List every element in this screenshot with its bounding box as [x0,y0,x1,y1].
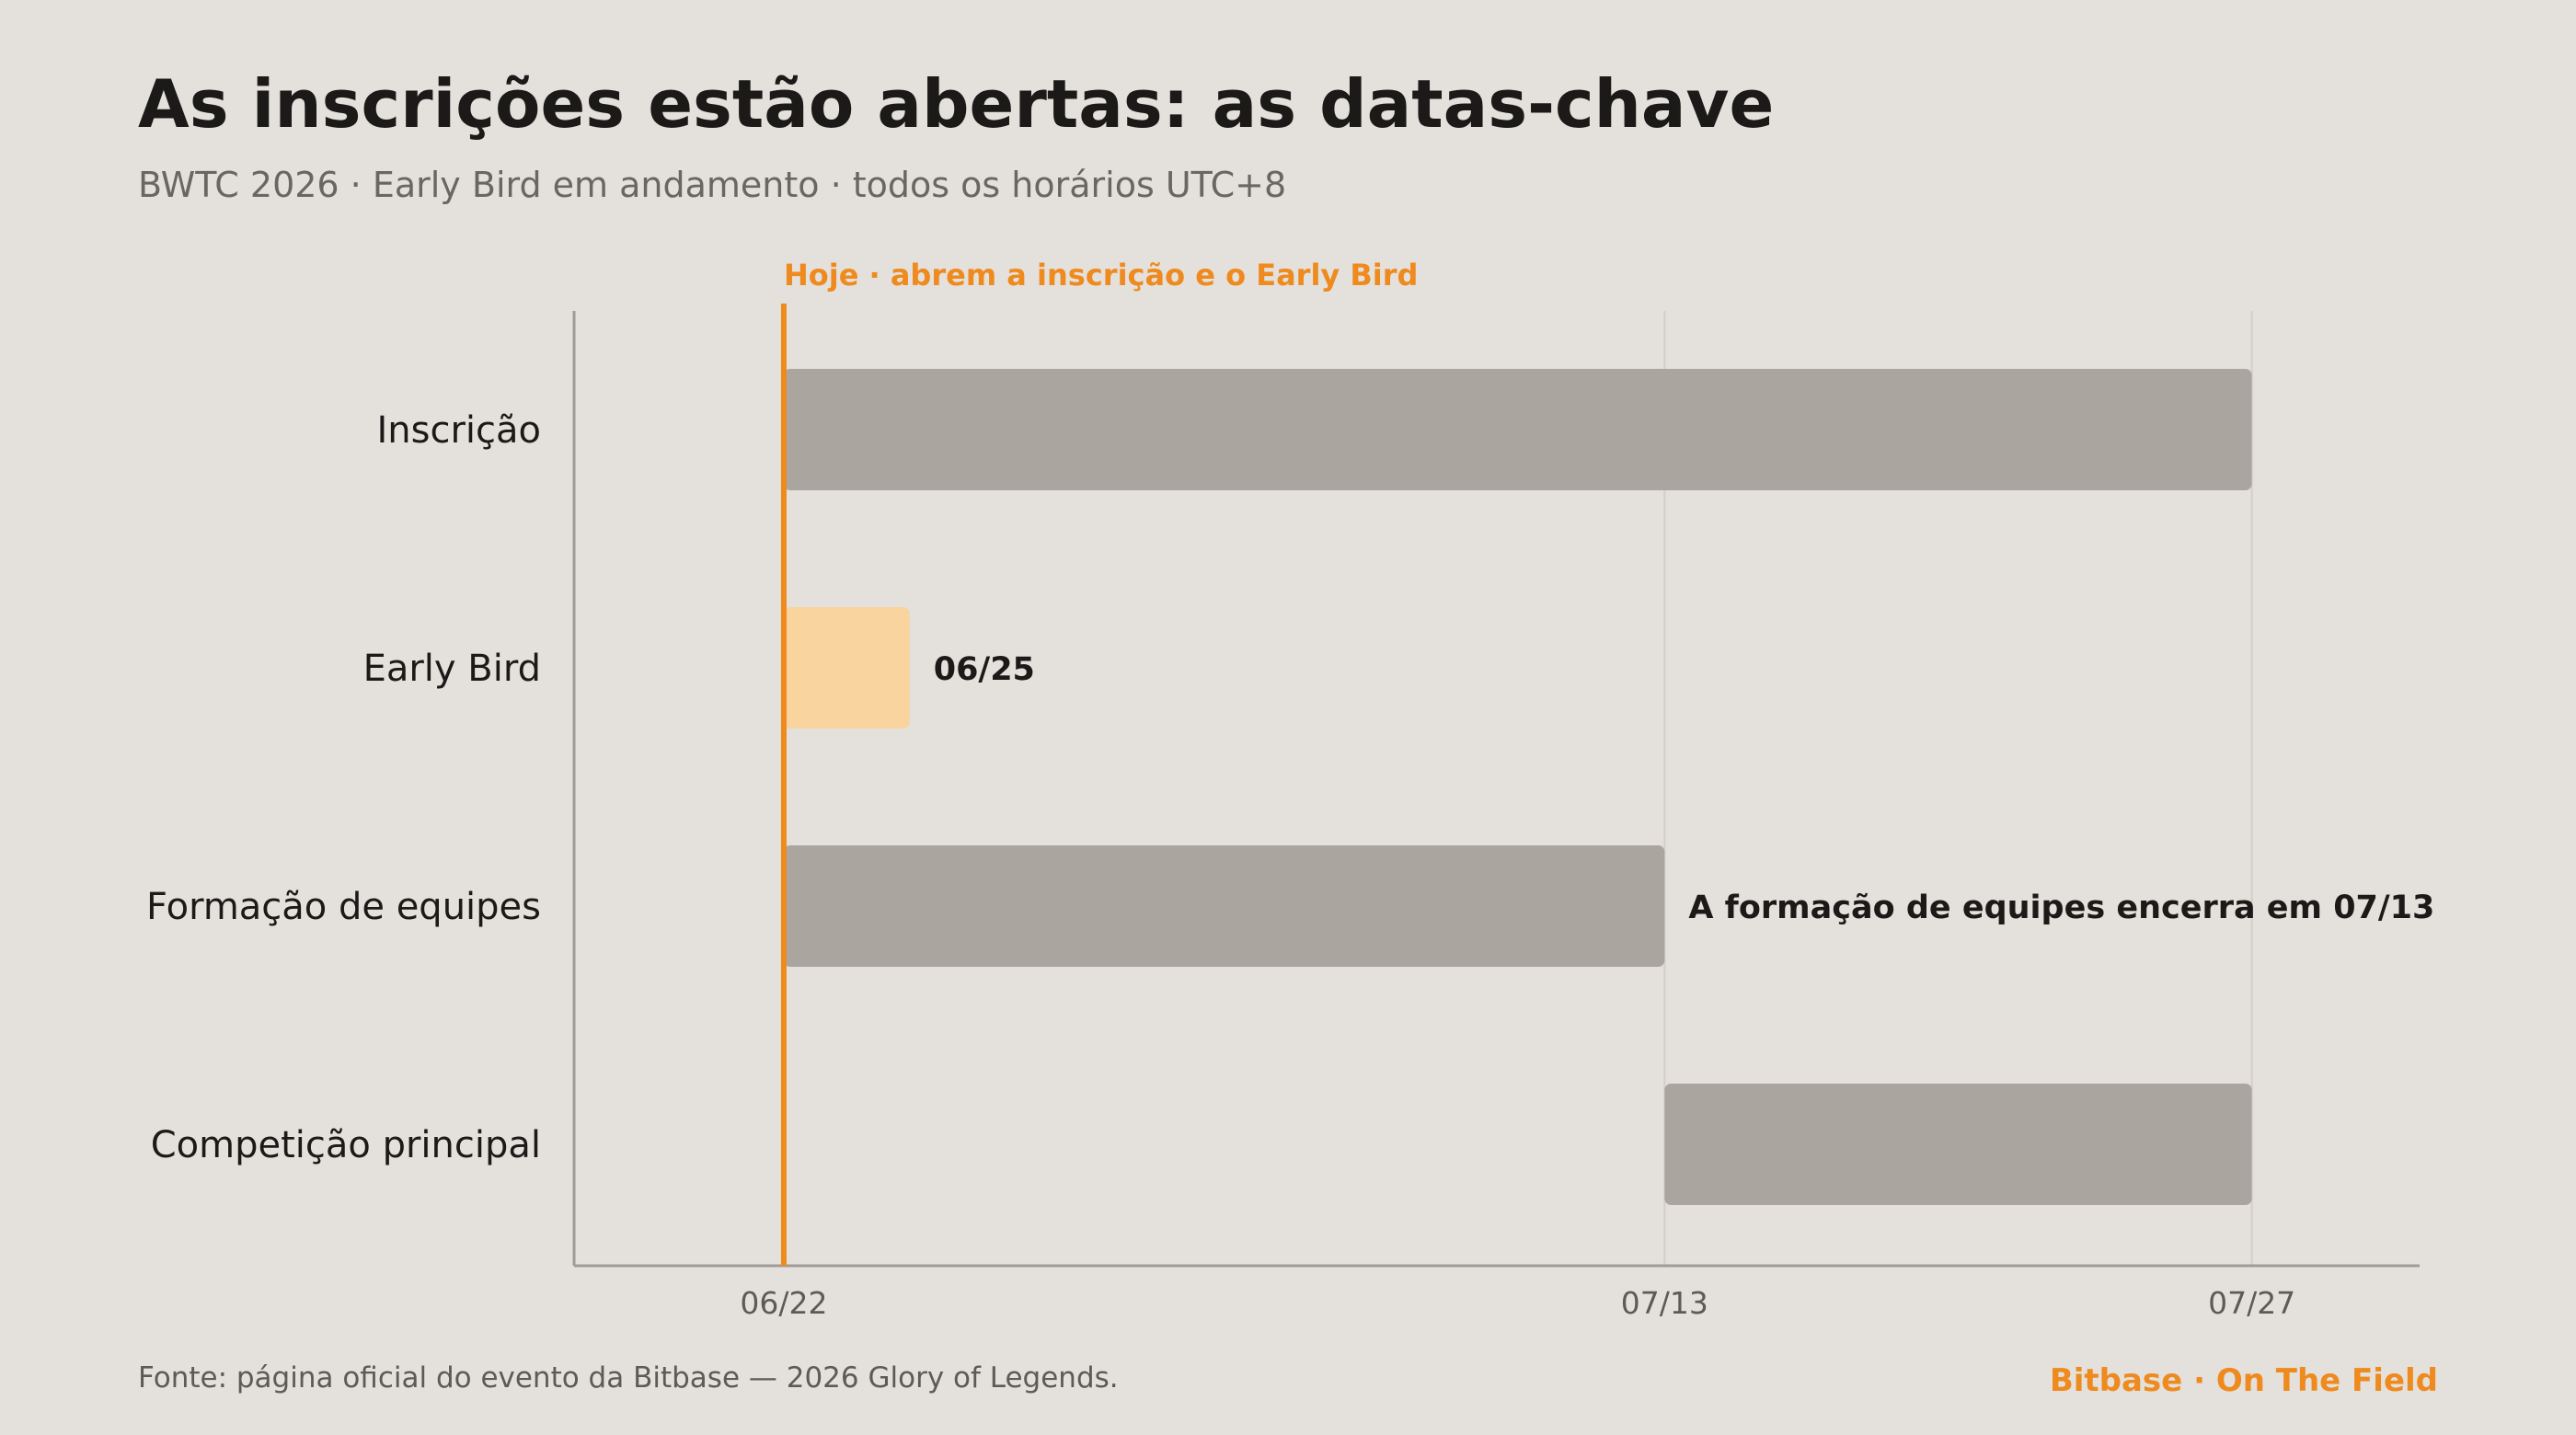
x-tick-label: 06/22 [740,1285,827,1321]
bar-data-label: 06/25 [934,651,1035,688]
brand-mark: Bitbase · On The Field [2050,1362,2438,1399]
bars [783,369,2252,1205]
category-label: Formação de equipes [146,886,541,928]
chart-subtitle: BWTC 2026 · Early Bird em andamento · to… [138,165,1286,205]
bar-2 [783,845,1665,967]
x-tick-label: 07/27 [2208,1285,2295,1321]
bar-data-label: A formação de equipes encerra em 07/13 [1688,890,2434,926]
category-label: Inscrição [376,409,541,452]
category-label: Early Bird [363,648,541,690]
chart-title: As inscrições estão abertas: as datas-ch… [138,65,1774,143]
today-marker-label: Hoje · abrem a inscrição e o Early Bird [784,258,1419,293]
bar-1 [783,607,910,729]
bar-0 [783,369,2252,490]
category-label: Competição principal [151,1124,541,1166]
bar-3 [1664,1084,2252,1205]
labels: Inscrição Early Bird 06/25 Formação de equi… [146,258,2434,1266]
x-tick-label: 07/13 [1621,1285,1708,1321]
axes: 06/22 07/13 07/27 [572,311,2420,1321]
source-note: Fonte: página oficial do evento da Bitba… [138,1361,1119,1395]
